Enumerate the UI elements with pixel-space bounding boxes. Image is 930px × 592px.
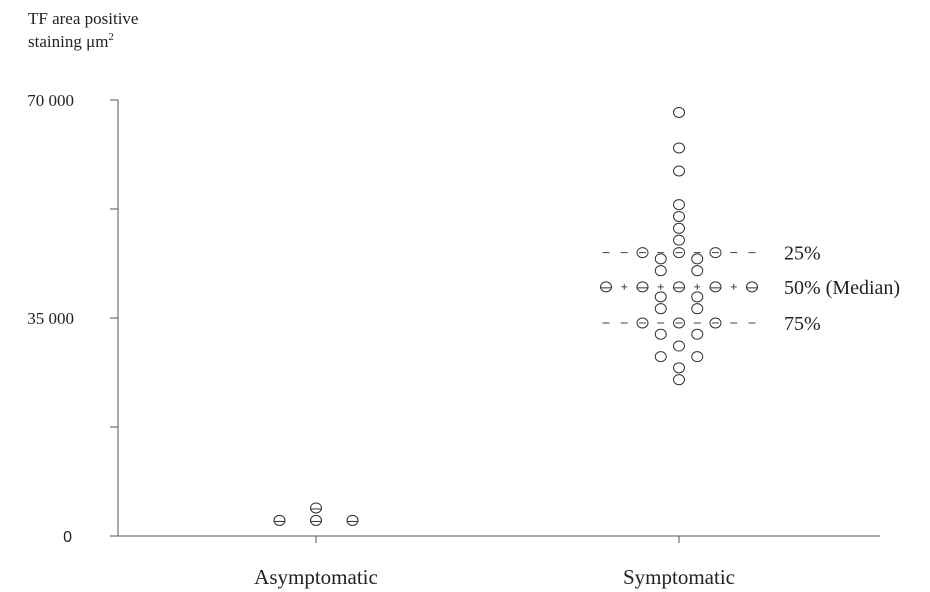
y-tick-label: 0 <box>63 529 72 546</box>
data-point <box>310 502 322 514</box>
data-point <box>654 291 667 303</box>
data-point <box>654 328 667 340</box>
data-point <box>709 247 722 259</box>
data-point <box>673 210 685 222</box>
y-axis-title-text: staining μm <box>28 32 108 51</box>
y-ticks: 70 000 35 000 0 <box>27 91 118 546</box>
data-point <box>673 234 685 246</box>
quartile-annotation: 25% <box>784 243 821 265</box>
quartile-marks <box>602 252 756 324</box>
data-point <box>673 199 685 211</box>
data-point <box>310 514 322 526</box>
data-points <box>273 106 758 526</box>
data-point <box>654 351 667 363</box>
data-point <box>636 281 649 293</box>
data-point <box>673 317 685 329</box>
data-point <box>673 340 685 352</box>
x-ticks: Asymptomatic Symptomatic <box>254 536 735 589</box>
data-point <box>691 265 704 277</box>
data-point <box>691 303 704 315</box>
data-point <box>346 514 359 526</box>
data-point <box>673 222 685 234</box>
y-tick-label: 35 000 <box>27 309 74 328</box>
x-tick-label: Symptomatic <box>623 565 735 589</box>
quartile-annotation: 50% (Median) <box>784 277 900 299</box>
data-point <box>636 317 649 329</box>
y-axis-title-superscript: 2 <box>108 31 114 43</box>
data-point <box>691 328 704 340</box>
data-point <box>673 247 685 259</box>
data-point <box>673 281 685 293</box>
y-axis-title-line2: staining μm2 <box>28 31 114 51</box>
quartile-annotation: 75% <box>784 313 821 335</box>
data-point <box>654 253 667 265</box>
data-point <box>673 362 685 374</box>
data-point <box>636 247 649 259</box>
data-point <box>673 374 685 386</box>
data-point <box>600 281 612 293</box>
data-point <box>273 514 286 526</box>
data-point <box>673 142 685 154</box>
data-point <box>654 303 667 315</box>
data-point <box>691 253 704 265</box>
y-axis-title-line1: TF area positive <box>28 9 138 28</box>
data-point <box>709 317 722 329</box>
data-point <box>654 265 667 277</box>
data-point <box>691 291 704 303</box>
x-tick-label: Asymptomatic <box>254 565 378 589</box>
y-tick-label: 70 000 <box>27 91 74 110</box>
data-point <box>673 165 685 177</box>
data-point <box>746 281 758 293</box>
data-point <box>709 281 722 293</box>
data-point <box>673 106 685 118</box>
data-point <box>691 351 704 363</box>
quartile-annotations: 25% 50% (Median) 75% <box>784 243 900 335</box>
